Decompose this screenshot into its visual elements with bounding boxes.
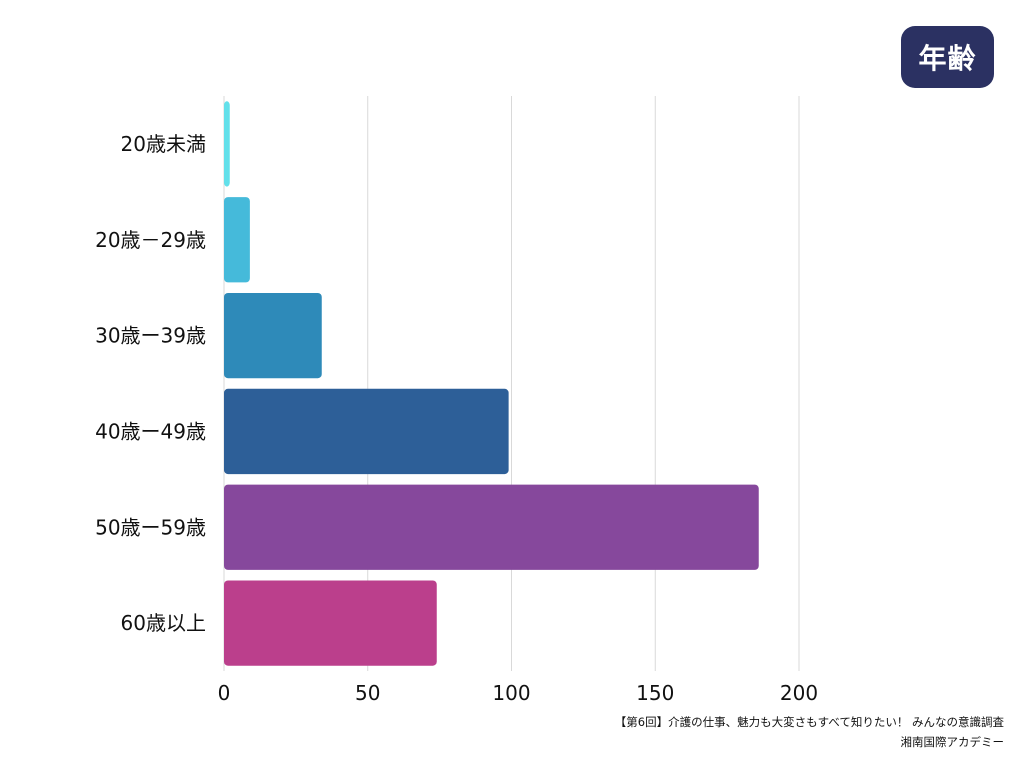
x-tick-label: 150 [636,681,674,705]
x-tick-label: 100 [492,681,530,705]
category-label: 60歳以上 [121,611,206,635]
category-label: 30歳ー39歳 [95,324,206,348]
category-label: 20歳－29歳 [95,228,206,252]
source-publisher: 湘南国際アカデミー [900,735,1005,749]
x-tick-label: 50 [355,681,380,705]
bar [224,388,509,475]
x-tick-label: 200 [780,681,818,705]
bar [224,484,759,570]
category-label: 40歳ー49歳 [95,419,206,443]
x-tick-labels: 0 50 100 150 200 [218,681,818,705]
bars [224,101,759,666]
x-tick-label: 0 [218,681,231,705]
bar [224,101,230,187]
source-note: 【第6回】介護の仕事、魅力も大変さもすべて知りたい！ みんなの意識調査 湘南国際… [615,712,1004,752]
category-label: 50歳ー59歳 [95,515,206,539]
source-survey-title: 【第6回】介護の仕事、魅力も大変さもすべて知りたい！ みんなの意識調査 [614,715,1004,729]
age-badge: 年齢 [901,26,994,88]
bar [224,197,250,283]
category-label: 20歳未満 [121,132,206,156]
bar [224,580,437,666]
grid-lines [223,96,800,671]
category-labels: 20歳未満 20歳－29歳 30歳ー39歳 40歳ー49歳 50歳ー59歳 60歳以上 [95,132,206,635]
bar [224,292,322,379]
age-bar-chart: 20歳未満 20歳－29歳 30歳ー39歳 40歳ー49歳 50歳ー59歳 60歳以上 0… [95,96,818,705]
